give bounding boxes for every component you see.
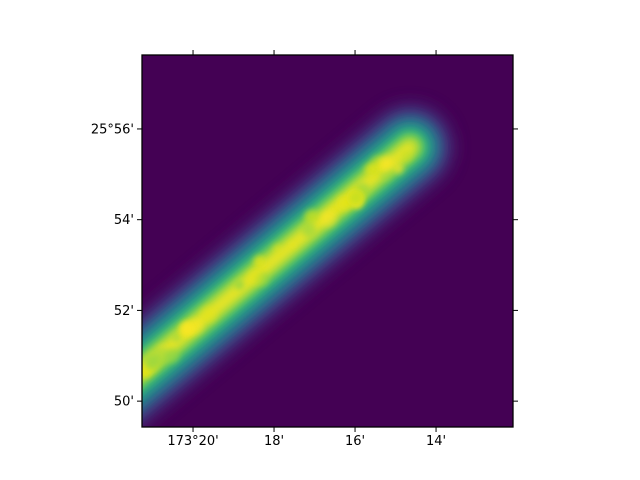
mottle-blob xyxy=(289,241,297,249)
x-tick-label: 14' xyxy=(426,434,446,449)
axes-border xyxy=(141,54,514,428)
tick-marks xyxy=(137,50,518,432)
mottle-blob xyxy=(247,268,264,286)
x-tick-label: 18' xyxy=(264,434,284,449)
mottle-blob xyxy=(304,209,319,224)
mottle-blob xyxy=(180,322,193,335)
mottle-blob xyxy=(253,255,266,268)
mottle-blob xyxy=(393,163,404,174)
mottle-blob xyxy=(234,280,245,290)
y-tick-label: 25°56' xyxy=(91,122,134,137)
mottle-blob xyxy=(349,191,363,205)
x-tick-label: 16' xyxy=(345,434,365,449)
mottle-blob xyxy=(126,366,136,376)
mottle-blob xyxy=(96,400,107,411)
mottle-blob xyxy=(336,195,353,212)
axes-area: 173°20' 18' 16' 14' 25°56' 54' 52' 50' xyxy=(91,50,518,449)
mottle-blob xyxy=(200,305,218,323)
mottle-blob xyxy=(320,210,337,228)
mottle-blob xyxy=(301,222,317,238)
x-tick-label: 173°20' xyxy=(167,434,218,449)
mottle-blob xyxy=(400,149,413,162)
heatmap-image xyxy=(96,55,513,427)
y-tick-label: 52' xyxy=(114,304,134,319)
mottle-blob xyxy=(172,333,182,343)
y-tick-labels: 25°56' 54' 52' 50' xyxy=(91,122,134,409)
mottle-blob xyxy=(118,386,126,394)
mottle-blob xyxy=(165,348,180,363)
mottle-blob xyxy=(379,155,393,169)
y-tick-label: 54' xyxy=(114,213,134,228)
mottle-blob xyxy=(144,354,160,370)
x-tick-labels: 173°20' 18' 16' 14' xyxy=(167,434,446,449)
mottle-blob xyxy=(272,243,283,254)
y-tick-label: 50' xyxy=(114,395,134,410)
